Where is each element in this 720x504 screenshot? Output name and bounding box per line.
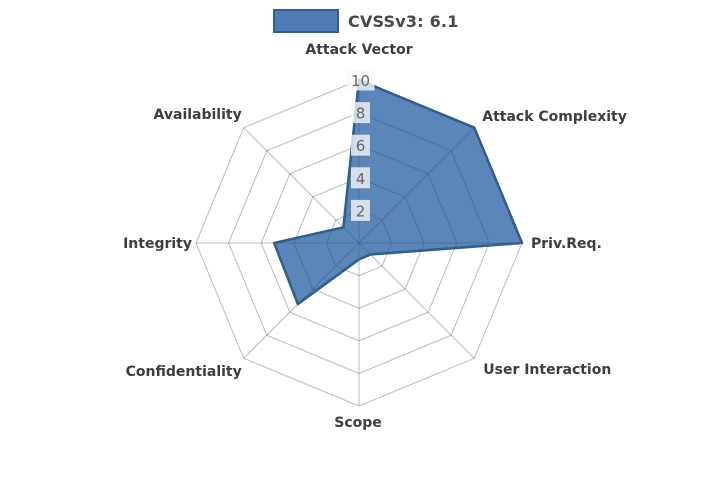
radar-spoke [358, 242, 475, 359]
axis-label-availability: Availability [153, 106, 242, 123]
legend-color-swatch [273, 9, 339, 33]
radial-tick-label: 6 [356, 137, 366, 155]
axis-label-priv-req: Priv.Req. [531, 236, 602, 252]
radial-tick-label: 2 [356, 202, 366, 220]
chart-legend: CVSSv3: 6.1 [273, 9, 459, 33]
radial-tick-box [346, 69, 375, 91]
radial-tick-box [351, 167, 370, 189]
axis-label-user-interaction: User Interaction [483, 362, 612, 379]
axis-label-confidentiality: Confidentiality [125, 364, 242, 381]
radial-tick-label: 4 [356, 170, 366, 188]
radial-tick-box [351, 199, 370, 221]
axis-label-integrity: Integrity [123, 236, 192, 252]
radar-ring [293, 177, 425, 309]
radar-ring [228, 112, 490, 374]
radar-spoke [358, 127, 475, 244]
radar-ring [325, 209, 393, 277]
radial-tick-label: 10 [351, 72, 370, 90]
axis-label-attack-vector: Attack Vector [305, 42, 413, 58]
radar-spoke [243, 127, 360, 244]
axis-label-scope: Scope [334, 415, 382, 431]
radar-spoke [243, 242, 360, 359]
radar-ring [195, 79, 523, 407]
radial-tick-label: 8 [356, 105, 366, 123]
radar-ring [260, 144, 458, 342]
radial-tick-box [351, 102, 370, 124]
axis-label-attack-complexity: Attack Complexity [482, 108, 627, 125]
radial-tick-box [351, 134, 370, 156]
radar-data-polygon [272, 78, 524, 306]
legend-label: CVSSv3: 6.1 [348, 11, 459, 31]
